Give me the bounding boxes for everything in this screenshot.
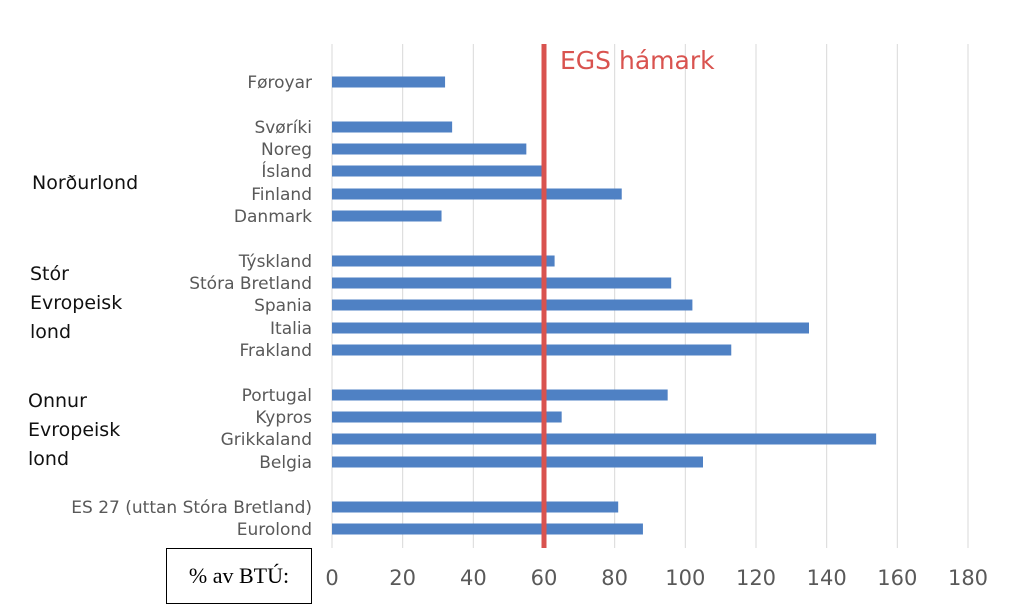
category-label: ES 27 (uttan Stóra Bretland) [71, 498, 312, 518]
category-label: Frakland [240, 341, 313, 361]
reference-line-label: EGS hámark [560, 46, 715, 75]
group-label: lond [28, 448, 69, 470]
bar [332, 501, 619, 513]
group-label: Norðurlond [32, 172, 138, 194]
bar [332, 389, 668, 401]
category-label: Ísland [261, 160, 312, 182]
bar [332, 188, 622, 200]
category-label: Eurolond [237, 520, 312, 540]
category-label: Italia [270, 319, 312, 339]
category-label: Týskland [238, 252, 312, 272]
bar [332, 210, 442, 222]
category-label: Danmark [234, 207, 312, 227]
category-label: Belgia [259, 453, 312, 473]
category-label: Svøríki [254, 118, 312, 138]
category-label: Stóra Bretland [189, 274, 312, 294]
bar [332, 76, 446, 88]
category-label: Noreg [261, 140, 312, 160]
group-label: Onnur [28, 390, 87, 412]
category-label: Finland [251, 185, 312, 205]
x-tick-label: 180 [948, 566, 988, 590]
x-tick-label: 40 [460, 566, 487, 590]
category-label: Portugal [242, 386, 312, 406]
x-tick-label: 160 [877, 566, 917, 590]
group-label: Evropeisk [28, 419, 120, 441]
bar [332, 433, 877, 445]
bar [332, 299, 693, 311]
x-tick-label: 60 [531, 566, 558, 590]
bar [332, 121, 453, 133]
x-tick-label: 100 [665, 566, 705, 590]
bar [332, 255, 555, 267]
x-tick-label: 0 [325, 566, 338, 590]
bar [332, 165, 544, 177]
bar [332, 411, 562, 423]
category-label: Spania [254, 296, 312, 316]
x-axis-unit-text: % av BTÚ: [188, 563, 290, 588]
x-axis-unit-label: % av BTÚ: [166, 548, 312, 604]
bar [332, 143, 527, 155]
bar [332, 344, 732, 356]
x-tick-label: 80 [601, 566, 628, 590]
x-tick-label: 20 [389, 566, 416, 590]
group-label: lond [30, 321, 71, 343]
bar [332, 322, 809, 334]
group-label: Evropeisk [30, 292, 122, 314]
category-label: Kypros [255, 408, 312, 428]
bar [332, 277, 672, 289]
bar [332, 523, 643, 535]
category-label: Føroyar [247, 73, 312, 93]
group-label: Stór [30, 263, 69, 285]
x-tick-label: 120 [736, 566, 776, 590]
x-tick-label: 140 [807, 566, 847, 590]
category-label: Grikkaland [221, 430, 312, 450]
bar [332, 456, 703, 468]
